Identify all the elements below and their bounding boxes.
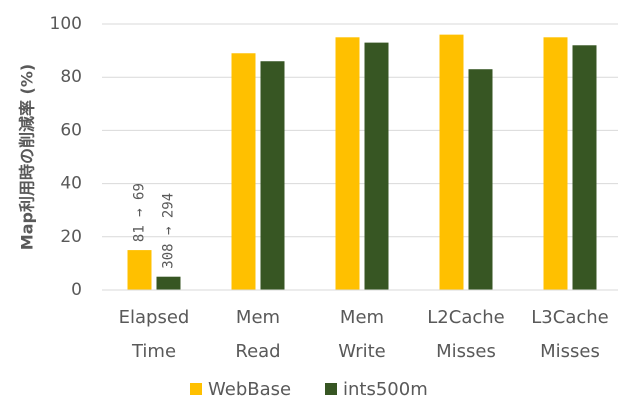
bar [260,61,285,290]
x-tick-label: Write [338,341,386,362]
x-tick-label: Elapsed [119,307,190,328]
bar [231,53,256,291]
bar [439,34,464,290]
y-tick-label: 100 [50,14,82,34]
legend-label: ints500m [343,379,428,400]
bar [468,69,493,290]
x-tick-label: Mem [236,307,280,328]
annotation: 81 → 69 [132,183,148,242]
bar [364,42,389,291]
y-tick-label: 60 [60,120,82,140]
y-tick-label: 20 [60,227,82,247]
legend-label: WebBase [208,379,291,400]
x-tick-label: Time [131,341,176,362]
x-tick-label: Mem [340,307,384,328]
y-axis-label: Map利用時の削減率 (%) [18,64,37,250]
bar [572,45,597,290]
bar [335,37,360,290]
bar [156,276,181,290]
y-tick-label: 0 [71,280,82,300]
x-tick-label: Misses [540,341,600,362]
y-tick-label: 40 [60,174,82,194]
annotation: 308 → 294 [161,193,177,269]
x-tick-label: L3Cache [531,307,608,328]
x-tick-label: Misses [436,341,496,362]
y-tick-label: 80 [60,67,82,87]
x-tick-label: L2Cache [427,307,504,328]
x-tick-label: Read [235,341,280,362]
bar [543,37,568,290]
legend-swatch [190,383,202,395]
bar [127,250,152,290]
legend-swatch [325,383,337,395]
